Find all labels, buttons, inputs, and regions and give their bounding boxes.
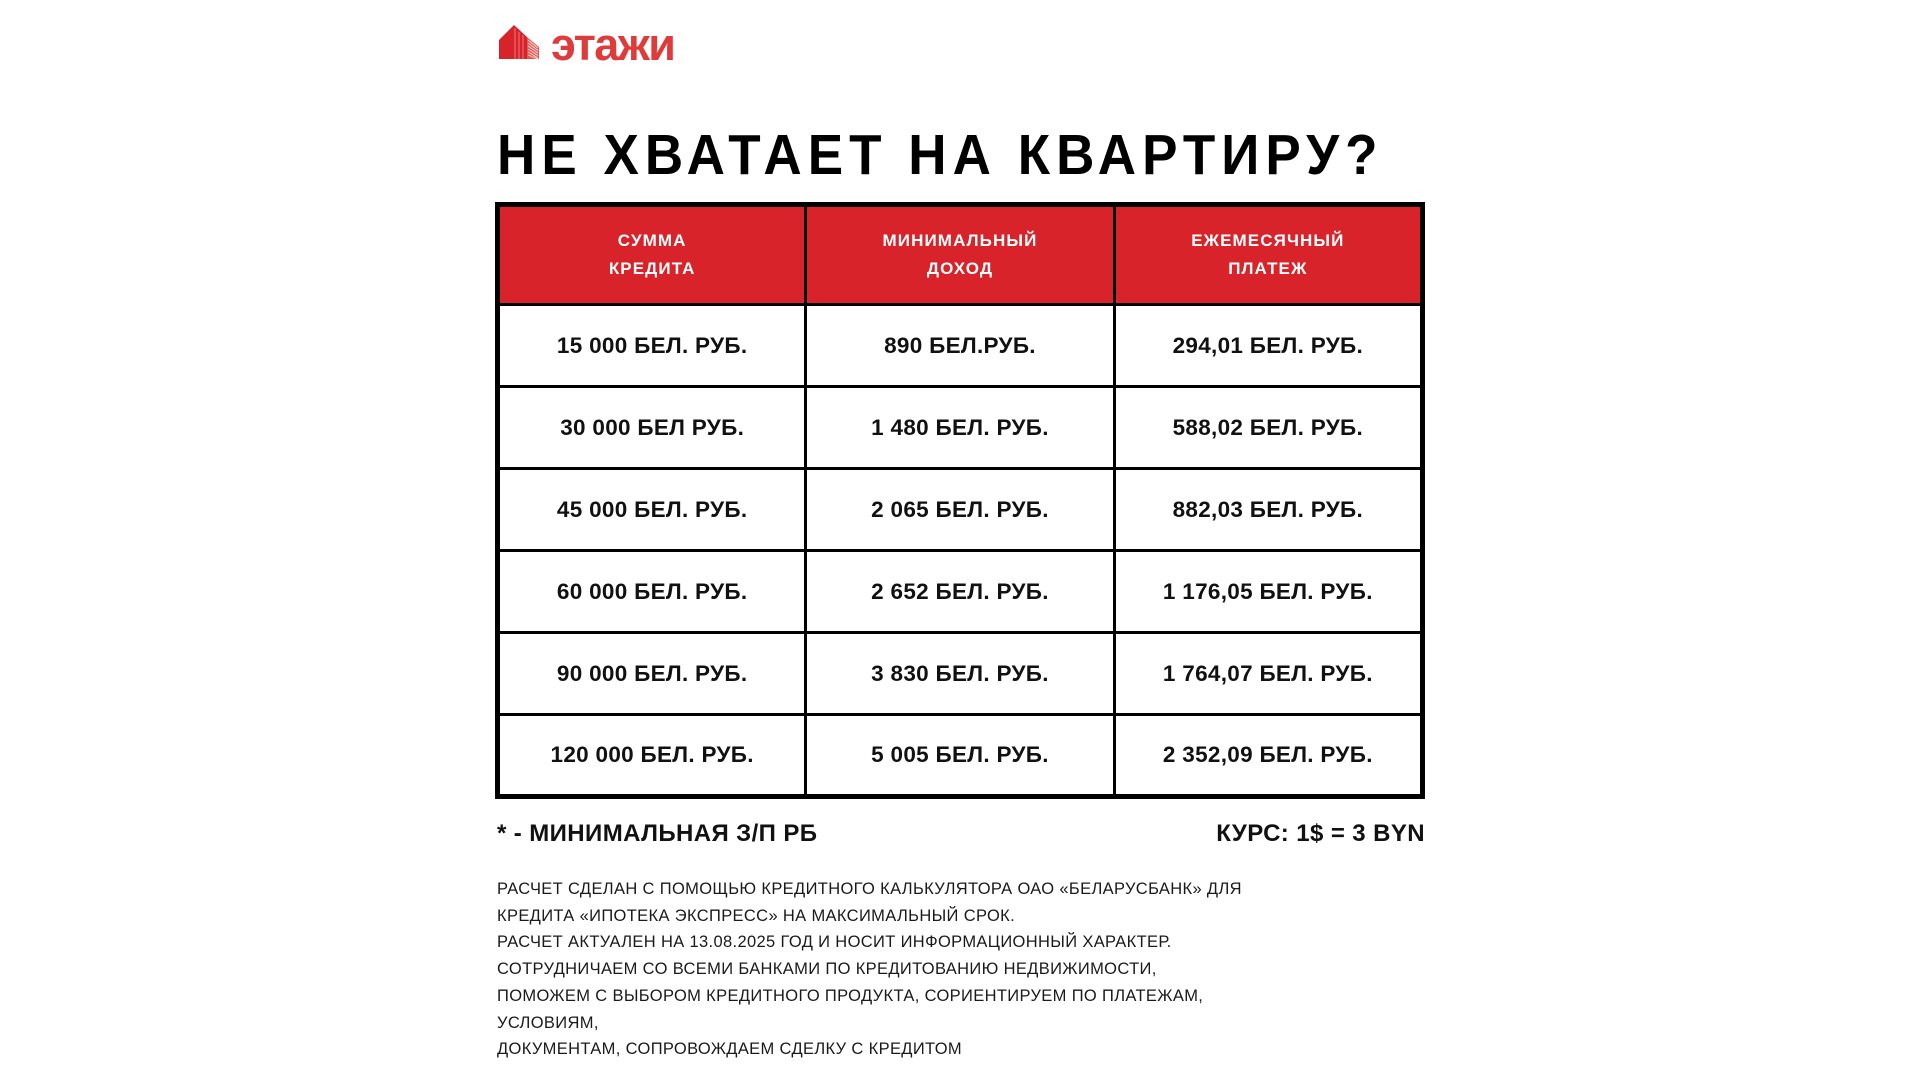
exchange-rate-note: КУРС: 1$ = 3 BYN — [1216, 820, 1425, 847]
cell-loan-amount: 30 000 БЕЛ РУБ. — [495, 385, 808, 470]
column-header-loan-amount: СУММА КРЕДИТА — [495, 203, 808, 306]
cell-monthly-payment: 1 764,07 БЕЛ. РУБ. — [1112, 631, 1425, 716]
cell-loan-amount: 60 000 БЕЛ. РУБ. — [495, 549, 808, 634]
column-header-line-1: СУММА — [617, 230, 687, 250]
cell-minimum-income: 2 065 БЕЛ. РУБ. — [804, 467, 1116, 552]
footnote-minimum-salary: * - МИНИМАЛЬНАЯ З/П РБ — [497, 820, 818, 847]
cell-monthly-payment: 882,03 БЕЛ. РУБ. — [1112, 467, 1425, 552]
cell-monthly-payment: 588,02 БЕЛ. РУБ. — [1112, 385, 1425, 470]
cell-minimum-income: 2 652 БЕЛ. РУБ. — [804, 549, 1116, 634]
table-row: 30 000 БЕЛ РУБ. 1 480 БЕЛ. РУБ. 588,02 Б… — [495, 385, 1425, 470]
disclaimer-line: ДОКУМЕНТАМ, СОПРОВОЖДАЕМ СДЕЛКУ С КРЕДИТ… — [497, 1040, 963, 1059]
column-header-line-1: ЕЖЕМЕСЯЧНЫЙ — [1191, 230, 1345, 250]
column-header-line-2: ПЛАТЕЖ — [1228, 259, 1308, 278]
brand-logo[interactable]: этажи — [497, 18, 676, 70]
table-row: 45 000 БЕЛ. РУБ. 2 065 БЕЛ. РУБ. 882,03 … — [495, 467, 1425, 552]
cell-monthly-payment: 2 352,09 БЕЛ. РУБ. — [1112, 713, 1425, 798]
building-icon — [499, 25, 539, 60]
table-header-row: СУММА КРЕДИТА МИНИМАЛЬНЫЙ ДОХОД ЕЖЕМЕСЯЧ… — [495, 203, 1425, 306]
column-header-line-2: КРЕДИТА — [608, 259, 696, 278]
disclaimer-line: ПОМОЖЕМ С ВЫБОРОМ КРЕДИТНОГО ПРОДУКТА, С… — [497, 986, 1204, 1005]
table-row: 120 000 БЕЛ. РУБ. 5 005 БЕЛ. РУБ. 2 352,… — [495, 713, 1425, 798]
table-row: 90 000 БЕЛ. РУБ. 3 830 БЕЛ. РУБ. 1 764,0… — [495, 631, 1425, 716]
table-row: 15 000 БЕЛ. РУБ. 890 БЕЛ.РУБ. 294,01 БЕЛ… — [495, 303, 1425, 388]
disclaimer-line: КРЕДИТА «ИПОТЕКА ЭКСПРЕСС» НА МАКСИМАЛЬН… — [497, 906, 1016, 925]
credit-rate-table: СУММА КРЕДИТА МИНИМАЛЬНЫЙ ДОХОД ЕЖЕМЕСЯЧ… — [495, 202, 1425, 799]
disclaimer-line: СОТРУДНИЧАЕМ СО ВСЕМИ БАНКАМИ ПО КРЕДИТО… — [497, 960, 1157, 979]
table-body: 15 000 БЕЛ. РУБ. 890 БЕЛ.РУБ. 294,01 БЕЛ… — [495, 303, 1425, 798]
disclaimer-text: РАСЧЕТ СДЕЛАН С ПОМОЩЬЮ КРЕДИТНОГО КАЛЬК… — [497, 876, 1457, 1063]
cell-minimum-income: 1 480 БЕЛ. РУБ. — [804, 385, 1116, 470]
cell-minimum-income: 3 830 БЕЛ. РУБ. — [804, 631, 1116, 716]
disclaimer-line: РАСЧЕТ АКТУАЛЕН НА 13.08.2025 ГОД И НОСИ… — [497, 933, 1172, 952]
cell-monthly-payment: 294,01 БЕЛ. РУБ. — [1112, 303, 1425, 388]
table-header: СУММА КРЕДИТА МИНИМАЛЬНЫЙ ДОХОД ЕЖЕМЕСЯЧ… — [495, 203, 1425, 306]
disclaimer-line: РАСЧЕТ СДЕЛАН С ПОМОЩЬЮ КРЕДИТНОГО КАЛЬК… — [497, 880, 1242, 898]
cell-minimum-income: 5 005 БЕЛ. РУБ. — [804, 713, 1116, 798]
disclaimer-line: УСЛОВИЯМ, — [497, 1013, 599, 1032]
cell-loan-amount: 45 000 БЕЛ. РУБ. — [495, 467, 808, 552]
cell-minimum-income: 890 БЕЛ.РУБ. — [804, 303, 1116, 388]
cell-loan-amount: 90 000 БЕЛ. РУБ. — [495, 631, 808, 716]
cell-loan-amount: 15 000 БЕЛ. РУБ. — [495, 303, 808, 388]
column-header-monthly-payment: ЕЖЕМЕСЯЧНЫЙ ПЛАТЕЖ — [1112, 203, 1425, 306]
column-header-minimum-income: МИНИМАЛЬНЫЙ ДОХОД — [804, 203, 1116, 306]
cell-loan-amount: 120 000 БЕЛ. РУБ. — [495, 713, 808, 798]
column-header-line-2: ДОХОД — [926, 259, 994, 278]
notes-row: * - МИНИМАЛЬНАЯ З/П РБ КУРС: 1$ = 3 BYN — [497, 820, 1425, 848]
table-row: 60 000 БЕЛ. РУБ. 2 652 БЕЛ. РУБ. 1 176,0… — [495, 549, 1425, 634]
cell-monthly-payment: 1 176,05 БЕЛ. РУБ. — [1112, 549, 1425, 634]
brand-name: этажи — [551, 18, 676, 70]
page-title: НЕ ХВАТАЕТ НА КВАРТИРУ? — [497, 123, 1384, 188]
column-header-line-1: МИНИМАЛЬНЫЙ — [882, 230, 1038, 250]
